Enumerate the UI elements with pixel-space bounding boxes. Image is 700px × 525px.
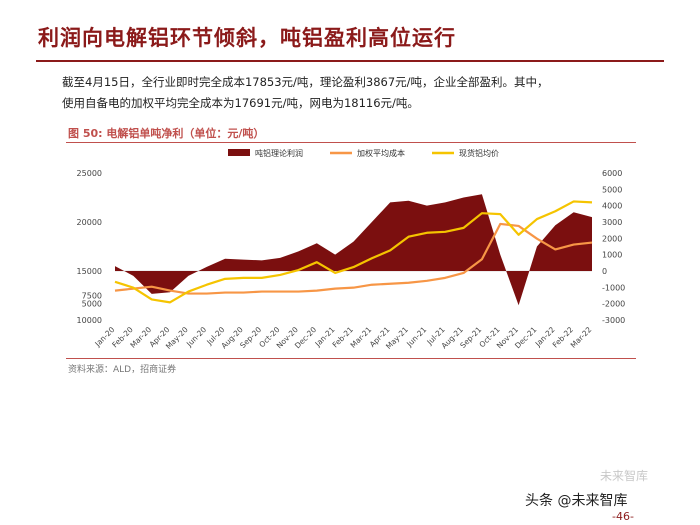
slide-title: 利润向电解铝环节倾斜，吨铝盈利高位运行 bbox=[38, 25, 456, 50]
x-tick-label: Mar-21 bbox=[349, 325, 374, 350]
y-right-tick-label: 2000 bbox=[602, 234, 622, 243]
y-right-tick-label: 4000 bbox=[602, 202, 622, 211]
y-right-tick-label: 1000 bbox=[602, 251, 622, 260]
x-tick-label: Mar-20 bbox=[128, 325, 153, 350]
legend-label: 现货铝均价 bbox=[459, 148, 499, 158]
figure-top-rule bbox=[66, 142, 636, 143]
source-note: 资料来源：ALD，招商证券 bbox=[68, 365, 177, 375]
x-tick-label: Jun-21 bbox=[404, 325, 428, 349]
title-divider bbox=[36, 60, 664, 62]
y-left-tick-label: 10000 bbox=[77, 316, 102, 325]
y-right-tick-label: -2000 bbox=[602, 300, 625, 309]
legend-label: 加权平均成本 bbox=[357, 148, 405, 158]
y-right-tick-label: -1000 bbox=[602, 283, 625, 292]
y-left-tick-label: 7500 bbox=[82, 292, 102, 301]
y-right-tick-label: 0 bbox=[602, 267, 607, 276]
figure-label: 图 50: 电解铝单吨净利（单位：元/吨） bbox=[68, 127, 265, 140]
x-tick-label: Jun-20 bbox=[184, 325, 208, 349]
series-area-profit bbox=[115, 194, 592, 306]
y-right-tick-label: 6000 bbox=[602, 169, 622, 178]
y-left-tick-label: 20000 bbox=[77, 218, 102, 227]
body-paragraph: 截至4月15日，全行业即时完全成本17853元/吨，理论盈利3867元/吨，企业… bbox=[62, 72, 652, 114]
watermark-faint: 未来智库 bbox=[600, 469, 649, 483]
y-right-tick-label: -3000 bbox=[602, 316, 625, 325]
y-left-tick-label: 5000 bbox=[82, 300, 102, 309]
body-line-1: 截至4月15日，全行业即时完全成本17853元/吨，理论盈利3867元/吨，企业… bbox=[62, 75, 549, 89]
x-tick-label: Mar-22 bbox=[569, 325, 594, 350]
y-left-tick-label: 15000 bbox=[77, 267, 102, 276]
legend-swatch-profit bbox=[228, 149, 250, 156]
body-line-2: 使用自备电的加权平均完全成本为17691元/吨，网电为18116元/吨。 bbox=[62, 96, 419, 110]
figure-bottom-rule bbox=[66, 358, 636, 359]
y-right-tick-label: 3000 bbox=[602, 218, 622, 227]
y-right-tick-label: 5000 bbox=[602, 185, 622, 194]
legend-label: 吨铝理论利润 bbox=[255, 148, 303, 158]
y-left-tick-label: 25000 bbox=[77, 169, 102, 178]
series-line-cost bbox=[114, 222, 593, 295]
watermark: 头条 @未来智库 bbox=[525, 493, 628, 509]
series-line-price bbox=[114, 200, 593, 304]
page-number: -46- bbox=[612, 510, 634, 523]
